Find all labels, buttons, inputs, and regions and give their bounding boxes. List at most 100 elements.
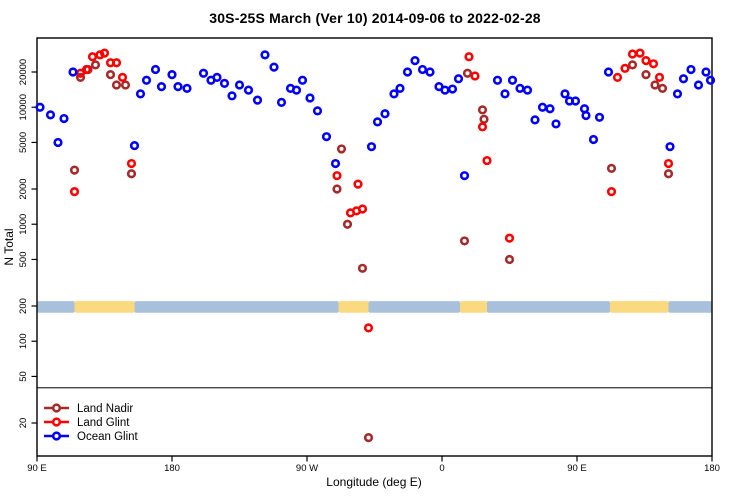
data-point-ocean-glint — [492, 75, 503, 85]
band-segment-land — [460, 301, 487, 313]
surface-band — [37, 301, 712, 313]
data-point-ocean-glint — [389, 89, 399, 99]
data-point-ocean-glint — [395, 83, 405, 93]
data-point-ocean-glint — [522, 85, 533, 95]
data-point-ocean-glint — [453, 74, 464, 84]
x-tick-label: 0 — [439, 463, 444, 474]
data-point-ocean-glint — [198, 68, 209, 78]
data-point-land-glint — [620, 63, 630, 73]
data-point-land-glint — [126, 158, 137, 169]
band-segment-land — [610, 301, 669, 313]
x-tick-label: 90 W — [296, 463, 318, 474]
chart-title: 30S-25S March (Ver 10) 2014-09-06 to 202… — [209, 10, 541, 26]
data-point-ocean-glint — [402, 67, 413, 77]
y-tick-label: 20 — [18, 418, 29, 429]
legend-label: Land Nadir — [77, 403, 133, 415]
data-point-ocean-glint — [330, 158, 341, 169]
data-point-land-glint — [81, 64, 92, 75]
y-tick-label: 2000 — [18, 178, 29, 199]
data-point-land-glint — [612, 72, 623, 82]
data-point-ocean-glint — [678, 74, 689, 84]
band-segment-ocean — [668, 301, 712, 313]
legend-label: Land Glint — [77, 417, 130, 429]
data-point-land-nadir — [90, 60, 101, 70]
data-point-land-nadir — [663, 169, 674, 179]
data-point-land-glint — [641, 56, 651, 66]
data-point-land-glint — [464, 52, 474, 62]
data-point-ocean-glint — [68, 67, 78, 77]
data-point-ocean-glint — [59, 113, 69, 124]
data-point-ocean-glint — [440, 85, 450, 95]
data-point-land-nadir — [462, 68, 473, 78]
data-point-land-glint — [635, 48, 645, 58]
data-point-ocean-glint — [321, 132, 332, 142]
data-point-land-glint — [663, 158, 674, 169]
data-point-land-nadir — [120, 80, 131, 90]
data-point-ocean-glint — [260, 50, 270, 60]
data-point-ocean-glint — [129, 140, 140, 151]
data-point-ocean-glint — [410, 56, 420, 66]
y-tick-label: 10000 — [18, 94, 29, 120]
data-point-ocean-glint — [537, 102, 548, 112]
data-point-ocean-glint — [366, 142, 377, 152]
data-point-land-glint — [99, 48, 110, 58]
data-point-land-nadir — [459, 236, 470, 246]
data-point-land-glint — [654, 72, 665, 82]
data-point-ocean-glint — [693, 80, 704, 90]
legend-marker — [51, 431, 62, 441]
data-point-ocean-glint — [212, 72, 222, 82]
data-point-land-nadir — [111, 80, 122, 90]
data-point-ocean-glint — [560, 89, 570, 99]
y-axis-ticks: 20 50 100 200 500 1000 2000 5000 10000 20000 — [18, 59, 37, 429]
data-point-ocean-glint — [45, 110, 56, 120]
data-point-ocean-glint — [372, 117, 383, 127]
data-point-land-glint — [470, 71, 480, 81]
data-point-land-nadir — [363, 433, 374, 443]
data-point-ocean-glint — [500, 89, 510, 99]
data-point-land-glint — [357, 204, 368, 214]
data-point-ocean-glint — [530, 115, 540, 125]
data-point-ocean-glint — [380, 109, 390, 119]
data-point-ocean-glint — [312, 106, 323, 116]
data-point-ocean-glint — [227, 91, 237, 101]
data-point-land-nadir — [657, 83, 668, 93]
data-point-ocean-glint — [173, 82, 183, 92]
data-point-ocean-glint — [252, 95, 263, 105]
data-point-land-nadir — [477, 105, 488, 115]
data-point-land-glint — [482, 155, 492, 166]
data-point-ocean-glint — [234, 80, 245, 90]
x-tick-label: 90 E — [567, 463, 587, 474]
data-point-ocean-glint — [141, 75, 152, 85]
y-tick-label: 20000 — [18, 59, 29, 85]
data-point-land-nadir — [357, 263, 368, 273]
data-point-ocean-glint — [150, 64, 161, 75]
data-point-ocean-glint — [167, 70, 177, 80]
data-point-ocean-glint — [581, 110, 591, 121]
data-point-ocean-glint — [603, 67, 614, 77]
y-tick-label: 1000 — [18, 214, 29, 235]
band-segment-land — [74, 301, 135, 313]
data-point-ocean-glint — [672, 89, 683, 99]
data-point-ocean-glint — [156, 82, 167, 92]
data-point-land-glint — [353, 179, 363, 189]
data-point-land-nadir — [336, 144, 347, 154]
data-point-ocean-glint — [135, 89, 146, 99]
data-point-ocean-glint — [507, 75, 518, 85]
data-point-ocean-glint — [594, 112, 605, 122]
data-point-ocean-glint — [686, 64, 696, 75]
data-point-land-glint — [504, 233, 515, 243]
data-point-land-nadir — [606, 163, 617, 173]
y-tick-label: 50 — [18, 371, 29, 382]
plot-border — [36, 37, 713, 457]
data-point-ocean-glint — [705, 75, 716, 85]
x-axis-title: Longitude (deg E) — [326, 475, 421, 489]
band-segment-ocean — [487, 301, 610, 313]
data-point-land-glint — [111, 58, 122, 68]
data-point-ocean-glint — [291, 85, 302, 95]
data-point-land-nadir — [342, 219, 353, 229]
data-point-ocean-glint — [53, 137, 63, 148]
y-tick-label: 200 — [18, 298, 29, 314]
data-point-ocean-glint — [219, 78, 230, 88]
data-point-land-glint — [627, 49, 638, 59]
